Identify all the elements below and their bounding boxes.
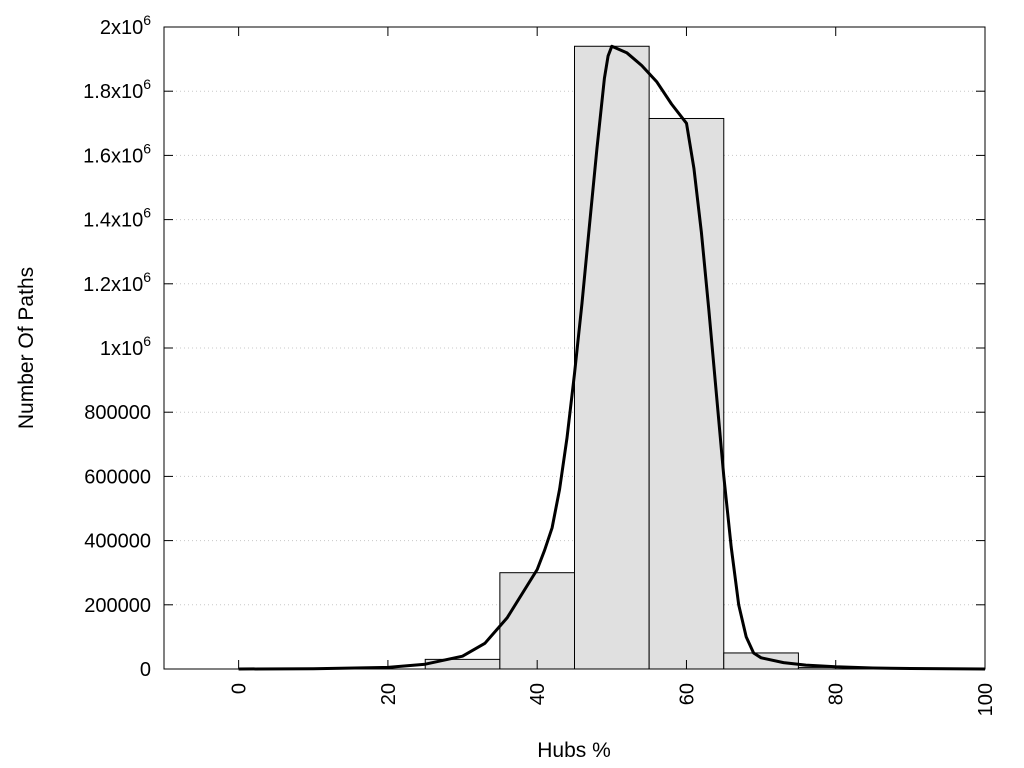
histogram-bar	[723, 652, 799, 670]
y-tick-label: 400000	[84, 531, 151, 553]
y-tick-label: 0	[140, 659, 151, 681]
y-tick-label: 1x106	[100, 333, 151, 360]
histogram-bar	[648, 117, 725, 670]
grid-lines	[164, 90, 985, 606]
fit-curve-line	[238, 44, 986, 671]
y-tick-label: 1.2x106	[83, 269, 151, 296]
y-tick-label: 800000	[84, 402, 151, 424]
y-tick-label: 2x106	[100, 12, 151, 39]
x-tick-label: 80	[826, 683, 848, 705]
x-tick-label: 0	[229, 683, 251, 694]
bars	[424, 45, 874, 670]
histogram-bar	[574, 45, 650, 670]
fit-curve	[238, 44, 986, 671]
y-tick-label: 1.4x106	[83, 205, 151, 232]
y-tick-label: 1.8x106	[83, 76, 151, 103]
x-tick-label: 20	[378, 683, 400, 705]
axis-ticks: 0 200000 400000 600000 800000 1x106 1.2x106 1.4…	[83, 12, 997, 716]
y-axis-title: Number Of Paths	[15, 267, 38, 429]
histogram-bar	[499, 572, 576, 670]
y-tick-label: 200000	[84, 595, 151, 617]
x-tick-label: 100	[975, 683, 997, 716]
x-tick-label: 40	[527, 683, 549, 705]
y-tick-label: 600000	[84, 466, 151, 488]
x-axis-title: Hubs %	[537, 739, 611, 762]
x-tick-label: 60	[676, 683, 698, 705]
y-tick-label: 1.6x106	[83, 140, 151, 167]
